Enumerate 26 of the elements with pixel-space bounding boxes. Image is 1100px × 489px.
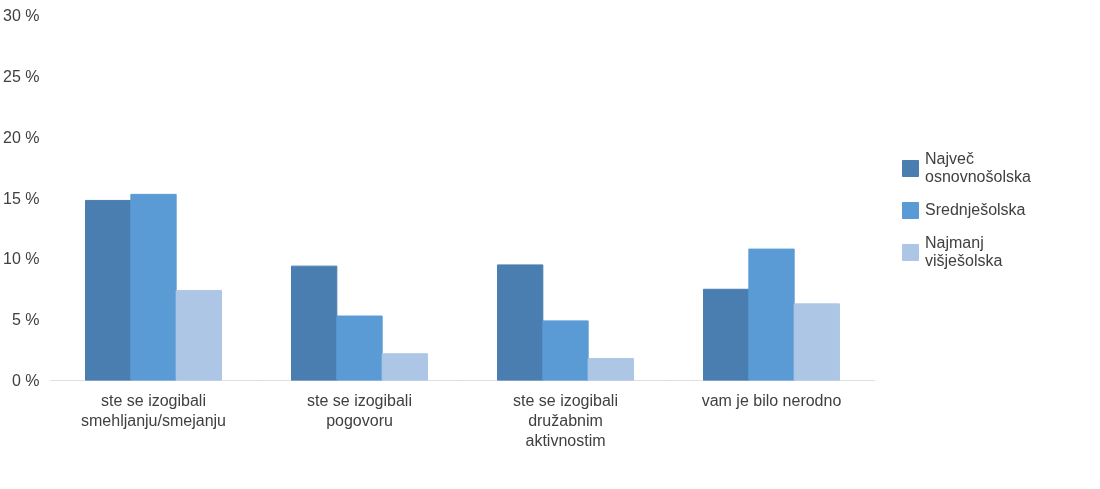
legend-label: Največ osnovnošolska xyxy=(925,150,1031,186)
x-tick-label: ste se izogibali pogovoru xyxy=(307,391,412,429)
y-tick-label: 5 % xyxy=(11,311,40,329)
bar xyxy=(748,248,795,381)
bar xyxy=(175,289,222,381)
bar xyxy=(793,303,840,381)
y-tick-label: 20 % xyxy=(3,128,40,146)
bar xyxy=(587,358,634,381)
bar xyxy=(542,320,589,381)
y-tick-label: 25 % xyxy=(3,67,40,85)
bar xyxy=(291,265,338,381)
y-tick-label: 0 % xyxy=(11,372,40,389)
legend-label: Srednješolska xyxy=(925,201,1026,219)
x-tick-label: ste se izogibali družabnim aktivnostim xyxy=(513,391,618,450)
bar xyxy=(336,315,383,381)
bar xyxy=(703,288,750,381)
x-tick-label: vam je bilo nerodno xyxy=(701,391,842,409)
y-tick-label: 15 % xyxy=(3,189,40,207)
legend-label: Najmanj višješolska xyxy=(925,234,1003,270)
y-tick-label: 10 % xyxy=(3,250,40,268)
bar xyxy=(85,199,132,381)
bar xyxy=(497,264,544,381)
x-tick-label: ste se izogibali smehljanju/smejanju xyxy=(81,391,226,429)
bar xyxy=(130,193,177,381)
bar xyxy=(381,353,428,381)
y-tick-label: 30 % xyxy=(3,7,40,24)
